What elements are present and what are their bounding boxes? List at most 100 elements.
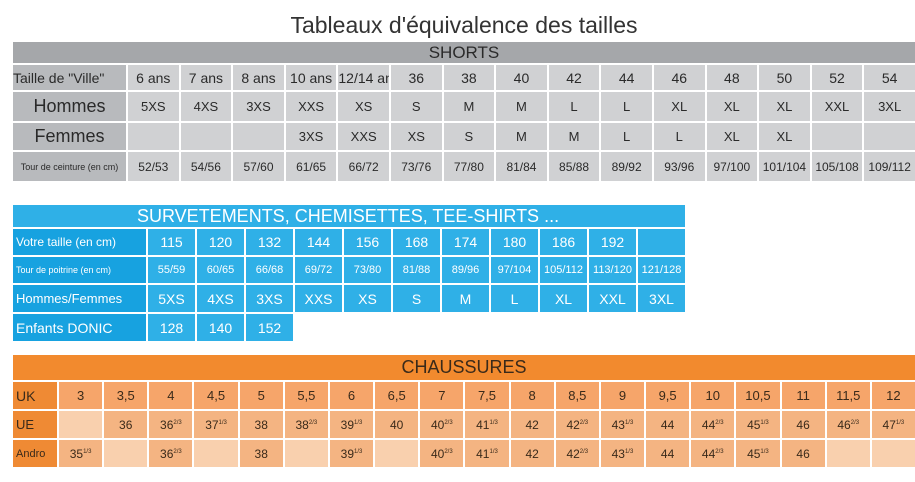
- page-title: Tableaux d'équivalence des tailles: [13, 11, 915, 40]
- shoes-uk-cell: 8,5: [555, 382, 599, 409]
- shorts-femmes-cell: XS: [390, 123, 442, 150]
- shoes-uk-cell: 6,5: [375, 382, 419, 409]
- surv-poitrine-cell: 89/96: [442, 257, 489, 283]
- surv-hf-cell: XS: [344, 285, 391, 312]
- surv-poitrine-cell: 73/80: [344, 257, 391, 283]
- shoes-ue-cell: 38: [239, 411, 283, 438]
- surv-enfants-cell: 152: [246, 314, 293, 341]
- shorts-taille-cell: 6 ans: [128, 65, 179, 90]
- shorts-section-title: SHORTS: [13, 42, 915, 63]
- shoes-uk-cell: 3,5: [104, 382, 148, 409]
- cell-value: 41: [476, 446, 490, 461]
- shorts-femmes-cell: XL: [706, 123, 758, 150]
- shoes-andro-cell: [871, 440, 915, 467]
- cell-fraction: 1/3: [624, 448, 634, 455]
- cell-fraction: 2/3: [444, 419, 453, 426]
- shoes-ue-cell: 36: [104, 411, 148, 438]
- shoes-uk-cell: 4: [149, 382, 193, 409]
- shoes-uk-cell: 6: [329, 382, 374, 409]
- surv-poitrine-cell: 69/72: [295, 257, 342, 283]
- surv-row-poitrine: Tour de poitrine (en cm) 55/59 60/65 66/68…: [13, 257, 685, 283]
- shorts-taille-cell: 40: [496, 65, 547, 90]
- shoes-andro-cell: 442/3: [691, 440, 735, 467]
- surv-taille-cell: 132: [246, 229, 293, 255]
- shorts-ceinture-cell: 109/112: [864, 152, 915, 181]
- shoes-ue-cell: 442/3: [691, 411, 735, 438]
- shoes-ue-cell: 391/3: [329, 411, 374, 438]
- cell-fraction: 2/3: [579, 419, 589, 426]
- surv-taille-cell: 174: [442, 229, 489, 255]
- cell-value: 39: [340, 446, 355, 461]
- shoes-andro-cell: 451/3: [736, 440, 780, 467]
- shoes-andro-cell: [284, 440, 328, 467]
- survetements-section-title: SURVETEMENTS, CHEMISETTES, TEE-SHIRTS ..…: [13, 205, 685, 227]
- shorts-femmes-cell: L: [601, 123, 652, 150]
- shorts-taille-cell: 38: [443, 65, 495, 90]
- shorts-row-hommes: Hommes 5XS 4XS 3XS XXS XS S M M L L XL XL XL XXL 3XL: [13, 92, 915, 121]
- shorts-femmes-cell: [128, 123, 179, 150]
- surv-row-taille: Votre taille (en cm) 115 120 132 144 156 168 1…: [13, 229, 685, 255]
- shoes-uk-cell: 10,5: [736, 382, 780, 409]
- row-label-ue: UE: [13, 411, 57, 438]
- shoes-ue-cell: 42: [510, 411, 554, 438]
- shorts-femmes-cell: [811, 123, 863, 150]
- shorts-taille-cell: 12/14 ans: [338, 65, 389, 90]
- shorts-femmes-cell: 3XS: [285, 123, 337, 150]
- shorts-taille-cell: 42: [548, 65, 600, 90]
- shoes-ue-cell: 462/3: [826, 411, 870, 438]
- cell-value: 36: [160, 446, 174, 461]
- shorts-hommes-cell: XL: [706, 92, 758, 121]
- surv-hf-cell: XL: [540, 285, 587, 312]
- shoes-uk-cell: 11,5: [826, 382, 870, 409]
- surv-poitrine-cell: 97/104: [491, 257, 538, 283]
- shorts-table: Tableaux d'équivalence des tailles SHORT…: [11, 9, 915, 183]
- shoes-uk-cell: 7: [420, 382, 464, 409]
- shoes-andro-cell: 362/3: [149, 440, 193, 467]
- shorts-ceinture-cell: 61/65: [285, 152, 337, 181]
- shoes-uk-cell: 5: [239, 382, 283, 409]
- shoes-andro-cell: 42: [510, 440, 554, 467]
- shorts-taille-cell: 44: [601, 65, 652, 90]
- shoes-ue-cell: 451/3: [736, 411, 780, 438]
- surv-taille-cell: [638, 229, 685, 255]
- surv-poitrine-cell: 81/88: [393, 257, 440, 283]
- cell-value: 45: [747, 446, 761, 461]
- cell-fraction: 2/3: [444, 448, 453, 455]
- shorts-taille-cell: 36: [390, 65, 442, 90]
- shoes-andro-cell: 351/3: [59, 440, 103, 467]
- cell-value: 44: [701, 446, 716, 461]
- surv-taille-cell: 186: [540, 229, 587, 255]
- shoes-andro-cell: 44: [646, 440, 690, 467]
- cell-value: 41: [476, 417, 490, 432]
- shorts-hommes-cell: 4XS: [180, 92, 232, 121]
- shoes-ue-cell: 371/3: [194, 411, 238, 438]
- shoes-ue-cell: 411/3: [465, 411, 509, 438]
- shorts-femmes-cell: XL: [759, 123, 810, 150]
- shorts-femmes-cell: [233, 123, 284, 150]
- row-label-hommes: Hommes: [13, 92, 126, 121]
- shorts-femmes-cell: M: [496, 123, 547, 150]
- shorts-hommes-cell: S: [390, 92, 442, 121]
- surv-hf-cell: M: [442, 285, 489, 312]
- shorts-ceinture-cell: 81/84: [496, 152, 547, 181]
- surv-enfants-cell: 128: [148, 314, 195, 341]
- surv-poitrine-cell: 113/120: [589, 257, 636, 283]
- row-label-votre-taille: Votre taille (en cm): [13, 229, 146, 255]
- cell-fraction: 1/3: [760, 419, 769, 426]
- surv-hf-cell: XXS: [295, 285, 342, 312]
- shoes-uk-cell: 12: [871, 382, 915, 409]
- cell-value: 38: [295, 417, 309, 432]
- shoes-ue-cell: 46: [781, 411, 825, 438]
- row-label-hommes-femmes: Hommes/Femmes: [13, 285, 146, 312]
- shorts-taille-cell: 8 ans: [233, 65, 284, 90]
- cell-value: 42: [525, 446, 539, 461]
- cell-value: 43: [611, 417, 625, 432]
- shoes-andro-cell: 46: [781, 440, 825, 467]
- shorts-taille-cell: 54: [864, 65, 915, 90]
- shorts-row-ceinture: Tour de ceinture (en cm) 52/53 54/56 57/60…: [13, 152, 915, 181]
- surv-hf-cell: 4XS: [197, 285, 244, 312]
- cell-fraction: 2/3: [715, 419, 724, 426]
- survetements-table: SURVETEMENTS, CHEMISETTES, TEE-SHIRTS ..…: [11, 203, 687, 343]
- shoes-uk-cell: 5,5: [284, 382, 328, 409]
- shoes-uk-cell: 7,5: [465, 382, 509, 409]
